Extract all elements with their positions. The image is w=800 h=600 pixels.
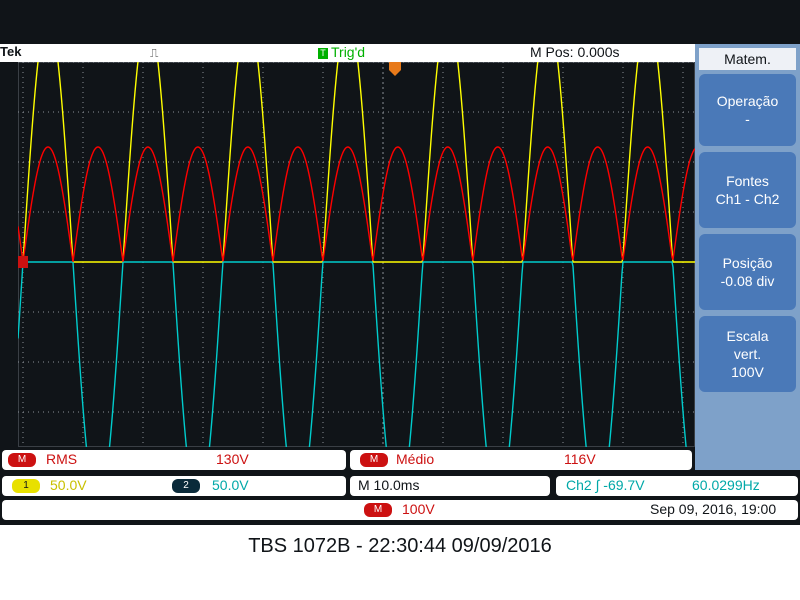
math-badge: M xyxy=(360,453,388,467)
trigger-position-marker xyxy=(389,62,401,76)
horizontal-position: M Pos: 0.000s xyxy=(530,44,620,60)
ch1-scale: 50.0V xyxy=(50,477,87,493)
trace-line xyxy=(18,146,695,263)
menu-operation-button[interactable]: Operação - xyxy=(699,74,796,146)
frequency-readout: 60.0299Hz xyxy=(692,477,760,493)
timestamp: Sep 09, 2016, 19:00 xyxy=(650,501,777,517)
math-scale: 100V xyxy=(402,501,435,517)
menu-sources-label: Fontes xyxy=(726,173,769,189)
math-badge: M xyxy=(8,453,36,467)
timebase-readout: M 10.0ms xyxy=(350,476,550,496)
menu-scale-value: 100V xyxy=(731,364,764,380)
ch2-badge: 2 xyxy=(172,479,200,493)
trigger-readout: Ch2 ∫ -69.7V xyxy=(566,477,645,493)
menu-title: Matem. xyxy=(699,48,796,70)
trigger-status-label: Trig'd xyxy=(331,44,366,60)
timebase: M 10.0ms xyxy=(358,477,420,493)
trigger-readout-box: Ch2 ∫ -69.7V 60.0299Hz xyxy=(556,476,798,496)
ch1-badge: 1 xyxy=(12,479,40,493)
menu-vertical-scale-button[interactable]: Escala vert. 100V xyxy=(699,316,796,392)
menu-sources-button[interactable]: Fontes Ch1 - Ch2 xyxy=(699,152,796,228)
caption: TBS 1072B - 22:30:44 09/09/2016 xyxy=(248,535,552,557)
measurement-value: 130V xyxy=(216,451,249,467)
math-scale-row: M 100V Sep 09, 2016, 19:00 xyxy=(2,500,798,520)
trigger-badge: T xyxy=(318,48,328,59)
measurement-name: Médio xyxy=(396,451,435,467)
measurement-mean: M Médio 116V xyxy=(350,450,692,470)
brand-logo: Tek xyxy=(0,44,22,59)
menu-position-button[interactable]: Posição -0.08 div xyxy=(699,234,796,310)
trigger-status: T Trig'd xyxy=(318,44,365,60)
math-badge: M xyxy=(364,503,392,517)
menu-operation-label: Operação xyxy=(716,93,779,109)
measurement-name: RMS xyxy=(46,451,78,467)
status-bar xyxy=(0,44,695,62)
math-ground-marker xyxy=(18,256,28,268)
waveform-display xyxy=(18,62,695,447)
graticule-border xyxy=(18,62,695,447)
ch2-scale: 50.0V xyxy=(212,477,249,493)
menu-position-value: -0.08 div xyxy=(720,273,775,289)
menu-scale-sub: vert. xyxy=(733,346,762,362)
menu-operation-value: - xyxy=(745,111,750,127)
menu-sources-value: Ch1 - Ch2 xyxy=(715,191,780,207)
trace-line xyxy=(18,62,695,263)
trace-line xyxy=(18,261,687,447)
channel-scales: 1 50.0V 2 50.0V xyxy=(2,476,346,496)
measurement-rms: M RMS 130V xyxy=(2,450,346,470)
menu-scale-label: Escala xyxy=(726,328,769,344)
measurement-value: 116V xyxy=(564,451,596,467)
side-menu: Matem. Operação - Fontes Ch1 - Ch2 Posiç… xyxy=(695,44,800,470)
menu-position-label: Posição xyxy=(722,255,773,271)
trigger-pulse-icon: ⎍ xyxy=(150,46,159,60)
